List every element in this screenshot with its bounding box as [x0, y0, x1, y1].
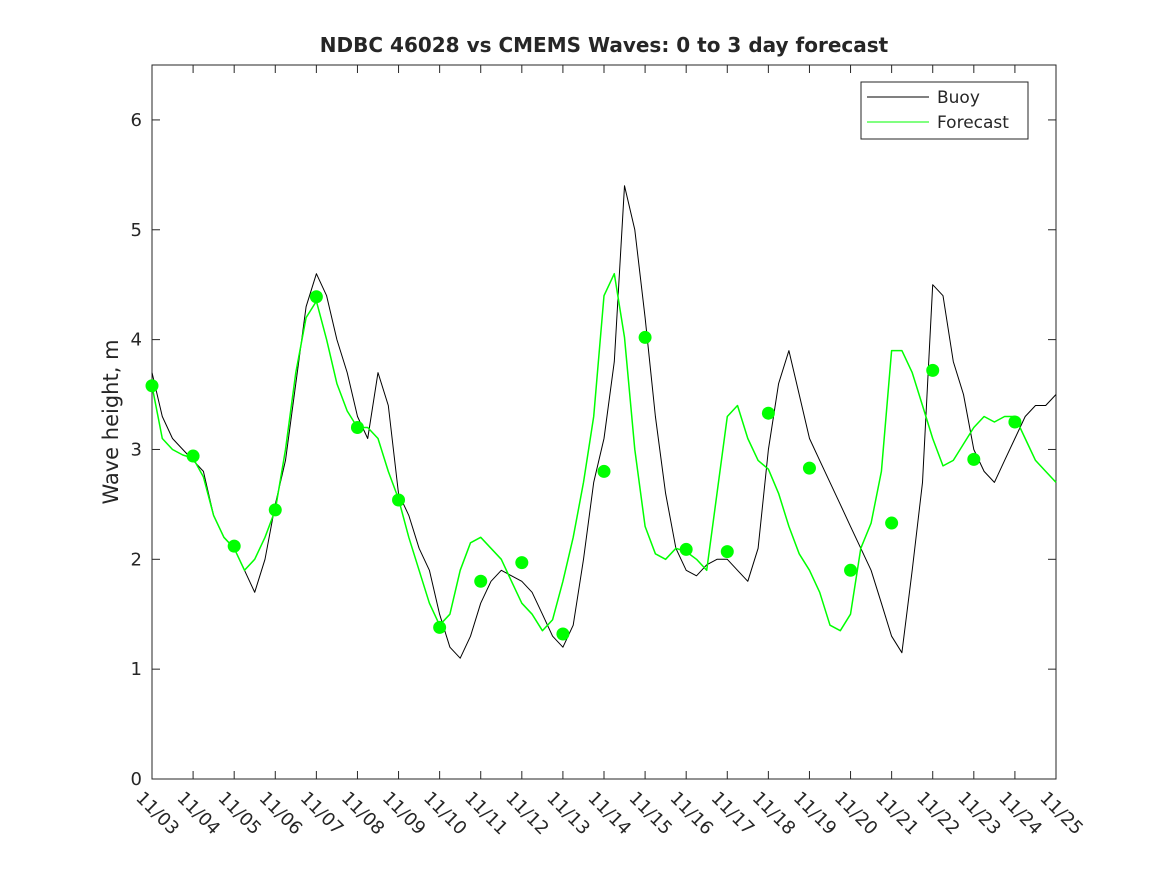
legend-box	[860, 81, 1029, 140]
x-tick-label: 11/19	[789, 788, 841, 840]
forecast-point	[515, 556, 529, 570]
x-tick-label: 11/08	[337, 788, 389, 840]
y-tick-label: 1	[131, 659, 142, 680]
x-tick-label: 11/20	[830, 788, 882, 840]
forecast-point	[802, 461, 816, 475]
x-tick-label: 11/09	[378, 788, 430, 840]
forecast-point	[556, 627, 570, 641]
forecast-point	[433, 620, 447, 634]
x-tick-label: 11/14	[583, 788, 635, 840]
x-tick-label: 11/03	[131, 788, 183, 840]
x-tick-label: 11/12	[501, 788, 553, 840]
forecast-point	[145, 379, 159, 393]
forecast-point	[392, 493, 406, 507]
x-tick-label: 11/13	[542, 788, 594, 840]
series-layer	[145, 185, 1057, 659]
legend-label-forecast: Forecast	[937, 113, 1009, 133]
legend-label-buoy: Buoy	[937, 88, 980, 108]
x-tick-label: 11/24	[994, 788, 1046, 840]
y-tick-label: 4	[131, 330, 142, 351]
x-tick-label: 11/21	[871, 788, 923, 840]
forecast-point	[926, 363, 940, 377]
forecast-point	[309, 290, 323, 304]
forecast-point	[597, 464, 611, 478]
forecast-point	[761, 406, 775, 420]
y-tick-label: 6	[131, 110, 142, 131]
x-tick-label: 11/23	[953, 788, 1005, 840]
forecast-point	[1008, 415, 1022, 429]
x-tick-label: 11/18	[748, 788, 800, 840]
forecast-point	[844, 563, 858, 577]
y-tick-label: 3	[131, 439, 142, 460]
forecast-point	[474, 574, 488, 588]
x-tick-label: 11/10	[419, 788, 471, 840]
forecast-point	[679, 542, 693, 556]
forecast-point	[268, 503, 282, 517]
chart-title: NDBC 46028 vs CMEMS Waves: 0 to 3 day fo…	[320, 33, 889, 57]
y-tick-label: 0	[131, 769, 142, 790]
x-tick-label: 11/05	[214, 788, 266, 840]
x-tick-label: 11/04	[173, 788, 225, 840]
x-tick-label: 11/17	[707, 788, 759, 840]
legend: Buoy Forecast	[860, 81, 1029, 140]
x-tick-label: 11/11	[460, 788, 512, 840]
y-tick-label: 5	[131, 220, 142, 241]
series-line-forecast	[151, 272, 1057, 632]
forecast-point	[885, 516, 899, 530]
x-tick-label: 11/25	[1035, 788, 1087, 840]
forecast-point	[638, 330, 652, 344]
y-tick-label: 2	[131, 549, 142, 570]
forecast-point	[227, 539, 241, 553]
forecast-point	[720, 545, 734, 559]
x-tick-label: 11/16	[666, 788, 718, 840]
forecast-point	[350, 420, 364, 434]
x-tick-label: 11/06	[255, 788, 307, 840]
x-tick-label: 11/15	[625, 788, 677, 840]
x-tick-label: 11/22	[912, 788, 964, 840]
forecast-point	[967, 452, 981, 466]
x-tick-label: 11/07	[296, 788, 348, 840]
forecast-point	[186, 449, 200, 463]
y-axis-label: Wave height, m	[99, 339, 123, 504]
plot-area	[151, 64, 1057, 780]
